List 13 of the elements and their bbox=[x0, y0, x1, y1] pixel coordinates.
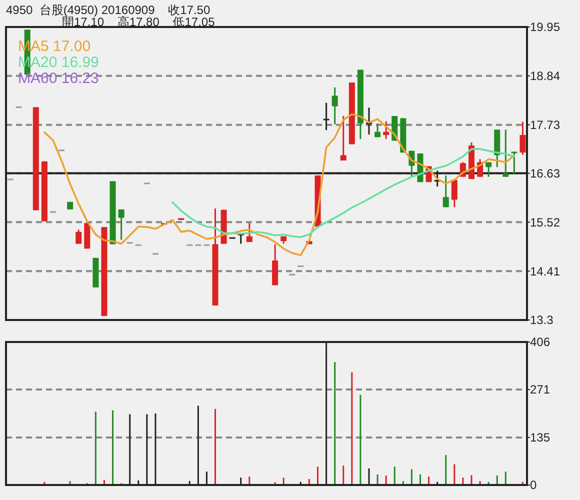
y-tick-label: 18.84 bbox=[530, 69, 560, 84]
y-tick-label: 0 bbox=[530, 478, 537, 492]
y-tick-label: 17.73 bbox=[530, 118, 560, 132]
y-tick-label: 406 bbox=[530, 335, 550, 350]
y-tick-label: 15.52 bbox=[530, 215, 560, 230]
y-tick-label: 13.3 bbox=[530, 313, 554, 328]
y-tick-label: 19.95 bbox=[530, 20, 560, 34]
y-tick-label: 14.41 bbox=[530, 264, 560, 278]
legend-label: MA60 16.23 bbox=[18, 70, 99, 87]
chart-title: 4950 台股(4950) 20160909 收17.50 bbox=[6, 3, 210, 17]
y-tick-label: 16.63 bbox=[530, 166, 560, 180]
y-tick-label: 135 bbox=[530, 430, 550, 445]
y-tick-label: 271 bbox=[530, 382, 550, 397]
